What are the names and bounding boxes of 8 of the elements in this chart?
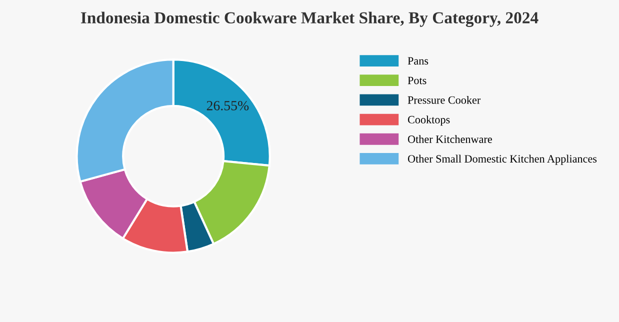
chart-title: Indonesia Domestic Cookware Market Share, By Category, 2024	[80, 12, 538, 27]
legend-label: Pans	[408, 57, 428, 65]
legend-label: Pressure Cooker	[408, 96, 481, 104]
legend-label: Other Small Domestic Kitchen Appliances	[408, 154, 597, 165]
legend-label: Pots	[408, 76, 426, 84]
legend-label: Other Kitchenware	[408, 135, 492, 143]
legend-label: Cooktops	[408, 116, 450, 126]
data-label: 26.55%	[206, 100, 249, 110]
